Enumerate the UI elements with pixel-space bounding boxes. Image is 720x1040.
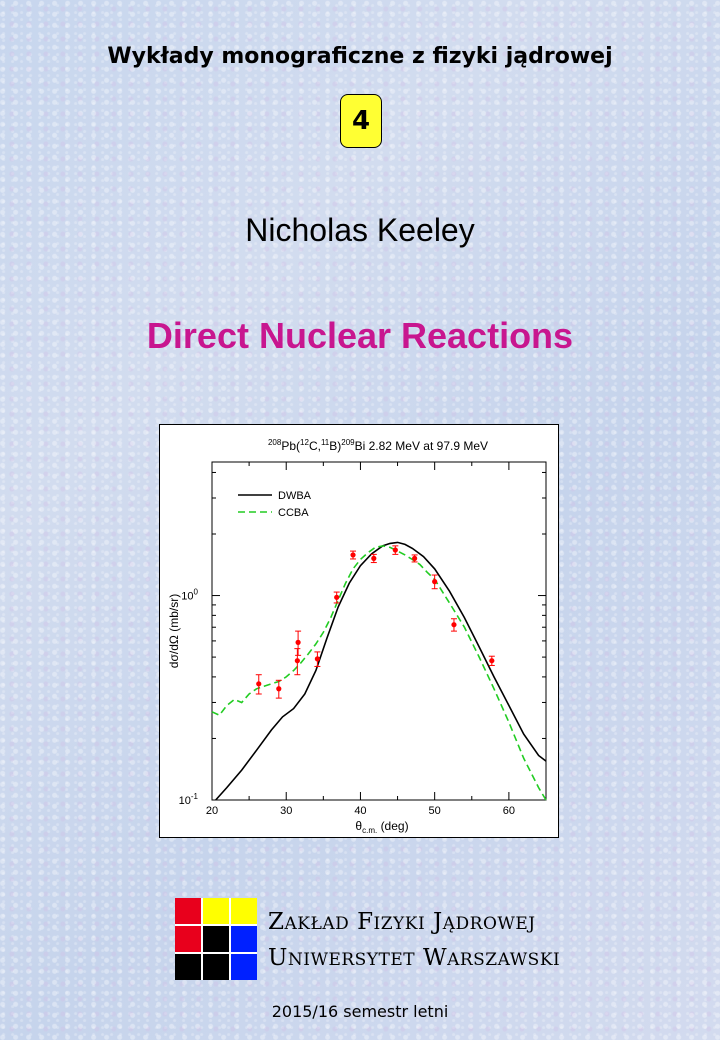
logo-square — [203, 954, 229, 980]
data-point — [371, 555, 377, 561]
data-point — [276, 686, 282, 692]
series-line-ccba — [211, 545, 547, 801]
plot-frame — [211, 461, 547, 801]
faculty-logo — [175, 898, 257, 980]
data-point — [294, 658, 300, 664]
cross-section-figure: 208Pb(12C,11B)209Bi 2.82 MeV at 97.9 MeV… — [159, 424, 559, 838]
y-axis-label: dσ/dΩ (mb/sr) — [167, 594, 181, 668]
data-point — [412, 555, 418, 561]
x-tick-label: 30 — [280, 805, 292, 817]
data-point — [350, 552, 356, 558]
institution-name: ZAKŁAD FIZYKI JĄDROWEJ UNIWERSYTET WARSZ… — [268, 905, 560, 977]
author-name: Nicholas Keeley — [245, 212, 475, 248]
x-axis-label: θc.m. (deg) — [355, 819, 408, 835]
legend-ccba-label: CCBA — [278, 507, 309, 519]
logo-square — [175, 926, 201, 952]
x-tick-label: 50 — [429, 805, 441, 817]
institution-line-1: ZAKŁAD FIZYKI JĄDROWEJ — [268, 909, 536, 935]
cross-section-chart: 208Pb(12C,11B)209Bi 2.82 MeV at 97.9 MeV… — [167, 438, 547, 835]
x-tick-label: 20 — [206, 805, 218, 817]
volume-badge: 4 — [340, 94, 382, 148]
logo-square — [203, 926, 229, 952]
logo-square — [175, 954, 201, 980]
data-point — [489, 658, 495, 664]
data-point — [295, 639, 301, 645]
semester-label: 2015/16 semestr letni — [271, 1002, 449, 1021]
book-title: Direct Nuclear Reactions — [146, 315, 574, 356]
y-tick-label: 100 — [181, 588, 198, 603]
logo-square — [175, 898, 201, 924]
data-point — [334, 594, 340, 600]
logo-square — [203, 898, 229, 924]
series-title: Wykłady monograficzne z fizyki jądrowej — [107, 44, 613, 69]
legend-dwba-label: DWBA — [278, 490, 312, 502]
data-point — [451, 622, 457, 628]
data-point — [314, 656, 320, 662]
data-point — [432, 579, 438, 585]
y-tick-label: 10-1 — [179, 792, 199, 807]
series-line-dwba — [215, 541, 547, 801]
institution-line-2: UNIWERSYTET WARSZAWSKI — [268, 945, 561, 971]
data-point — [256, 681, 262, 687]
legend: DWBA CCBA — [238, 490, 312, 519]
data-point — [392, 547, 398, 553]
x-tick-label: 40 — [354, 805, 366, 817]
logo-square — [231, 954, 257, 980]
logo-square — [231, 898, 257, 924]
chart-title: 208Pb(12C,11B)209Bi 2.82 MeV at 97.9 MeV — [268, 438, 488, 453]
x-tick-label: 60 — [503, 805, 515, 817]
logo-square — [231, 926, 257, 952]
